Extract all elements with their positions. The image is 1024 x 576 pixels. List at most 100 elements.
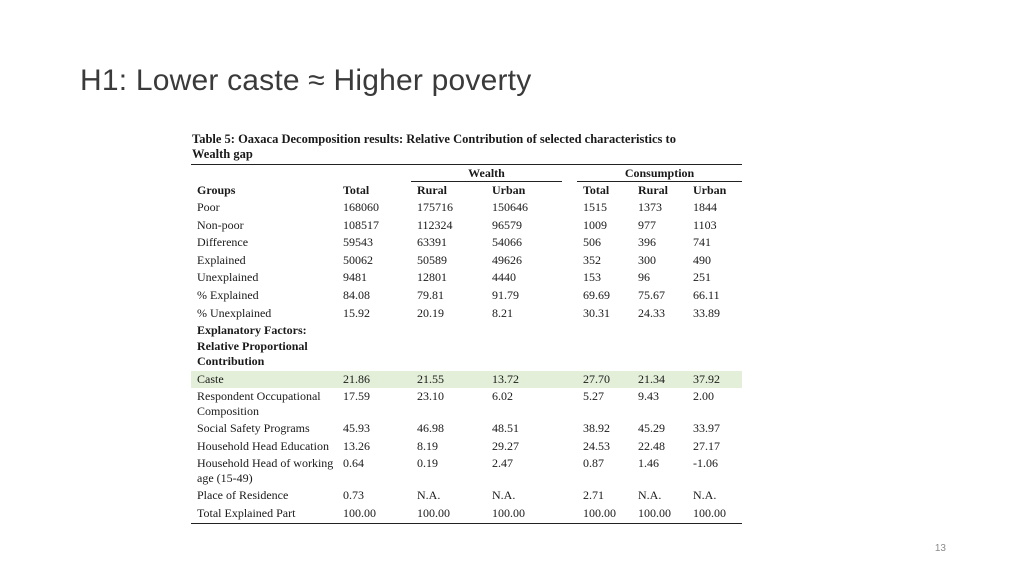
table-empty-cell [562, 322, 577, 371]
table-row: Household Head Education 13.26 8.19 29.27 24… [191, 438, 742, 456]
row-label: Household Head Education [197, 438, 329, 453]
row-label: Place of Residence [197, 488, 289, 503]
table-cell: 168060 [343, 200, 379, 214]
table-cell: 2.71 [583, 488, 605, 503]
table-cell: 1373 [638, 200, 663, 214]
table-caption-line-1: Table 5: Oaxaca Decomposition results: R… [192, 132, 676, 146]
table-cell: 37.92 [687, 370, 743, 389]
table-column-header-row: Groups Total Rural Urban Total Rural Urb… [191, 182, 742, 200]
table-cell: 96 [638, 270, 651, 285]
table-gap-cell [562, 252, 577, 270]
table-cell: 1.46 [638, 456, 660, 471]
row-label: Household Head of working age (15-49) [197, 456, 334, 486]
table-row: Total Explained Part 100.00 100.00 100.00 10… [191, 505, 743, 524]
table-caption-line-2: Wealth gap [192, 147, 253, 161]
table-row: Poor 168060 175716 150646 1515 1373 1844 [191, 199, 742, 217]
table-cell: 69.69 [583, 287, 611, 302]
table-cell: 33.97 [693, 421, 721, 436]
table-cell: 100.00 [486, 505, 563, 524]
table-row: % Unexplained 15.92 20.19 8.21 30.31 24.33 33.… [191, 305, 742, 323]
consumption-group-header: Consumption [577, 164, 743, 182]
table-empty-cell [687, 322, 742, 371]
row-label: % Unexplained [197, 305, 272, 320]
table-gap-cell [562, 388, 577, 420]
table-cell: 21.55 [411, 370, 486, 389]
column-header-consumption-urban: Urban [693, 183, 727, 197]
table-cell: 0.73 [343, 488, 364, 503]
table-cell: N.A. [492, 488, 516, 503]
table-gap-cell [562, 438, 577, 456]
row-label: Difference [197, 235, 249, 250]
table-cell: 33.89 [693, 305, 721, 320]
table-cell: 0.87 [583, 456, 605, 471]
table-row: Unexplained 9481 12801 4440 153 96 251 [191, 269, 742, 287]
table-cell: 9.43 [638, 389, 660, 404]
table-row: Explained 50062 50589 49626 352 300 490 [191, 252, 742, 270]
table-cell: 5.27 [583, 389, 605, 404]
table-cell: 91.79 [492, 287, 519, 302]
table-gap-cell [562, 455, 577, 487]
table-cell: 21.86 [337, 370, 411, 389]
table-cell: 300 [638, 252, 657, 267]
table-cell: 741 [693, 235, 712, 250]
table-cell: 63391 [417, 235, 447, 250]
table-cell: 8.21 [492, 305, 513, 320]
table-gap-cell [562, 182, 577, 200]
table-cell: 13.26 [343, 438, 370, 453]
table-cell: N.A. [693, 488, 717, 503]
table-cell: -1.06 [693, 456, 719, 471]
table-empty-cell [486, 322, 562, 371]
table-gap-cell [562, 234, 577, 252]
table-cell: 30.31 [583, 305, 611, 320]
table-cell: 48.51 [492, 421, 519, 436]
row-label: Social Safety Programs [197, 421, 310, 436]
table-cell: 20.19 [417, 305, 444, 320]
table-cell: 2.00 [693, 389, 715, 404]
table-cell: 45.29 [638, 421, 666, 436]
table-cell: N.A. [417, 488, 441, 503]
row-label: Explained [197, 252, 246, 267]
table-cell: 50589 [417, 252, 447, 267]
table-cell: 977 [638, 217, 657, 232]
table-cell: 17.59 [343, 389, 370, 404]
table-cell: 38.92 [583, 421, 611, 436]
table-cell: N.A. [638, 488, 662, 503]
table-cell: 45.93 [343, 421, 370, 436]
row-label: Unexplained [197, 270, 259, 285]
table-cell: 27.70 [577, 370, 633, 389]
table-gap-cell [562, 164, 578, 182]
column-header-wealth-rural: Rural [417, 183, 447, 197]
table-cell: 75.67 [638, 287, 666, 302]
table-cell: 24.53 [583, 438, 611, 453]
table-row: Social Safety Programs 45.93 46.98 48.51 38.… [191, 420, 742, 438]
table-cell: 21.34 [632, 370, 688, 389]
table-cell: 24.33 [638, 305, 666, 320]
table-row: Place of Residence 0.73 N.A. N.A. 2.71 N.A. N.… [191, 487, 742, 505]
table-cell: 8.19 [417, 438, 438, 453]
table-cell: 2.47 [492, 456, 513, 471]
table-empty-cell [411, 322, 486, 371]
row-label: Caste [191, 370, 337, 389]
table-cell: 150646 [492, 200, 528, 214]
table-body: Poor 168060 175716 150646 1515 1373 1844 Non-po… [191, 199, 743, 524]
table-cell: 100.00 [577, 505, 633, 524]
table-cell: 9481 [343, 270, 367, 285]
table-cell: 15.92 [343, 305, 370, 320]
table-row: Respondent Occupational Composition 17.59… [191, 388, 742, 420]
table-cell: 50062 [343, 252, 373, 267]
column-header-consumption-rural: Rural [638, 183, 669, 197]
row-label: Total Explained Part [191, 505, 337, 524]
table-gap-cell [562, 199, 577, 217]
table-cell: 84.08 [343, 287, 370, 302]
table-group-header-blank [337, 164, 411, 182]
table-cell: 352 [583, 252, 602, 267]
table-cell: 23.10 [417, 389, 444, 404]
table-cell: 59543 [343, 235, 373, 250]
column-header-wealth-urban: Urban [492, 183, 526, 197]
table-caption: Table 5: Oaxaca Decomposition results: R… [192, 132, 742, 162]
table-cell: 490 [693, 252, 712, 267]
table-gap-cell [562, 370, 578, 389]
table-gap-cell [562, 487, 577, 505]
wealth-group-header: Wealth [411, 164, 563, 182]
table-cell: 100.00 [411, 505, 486, 524]
